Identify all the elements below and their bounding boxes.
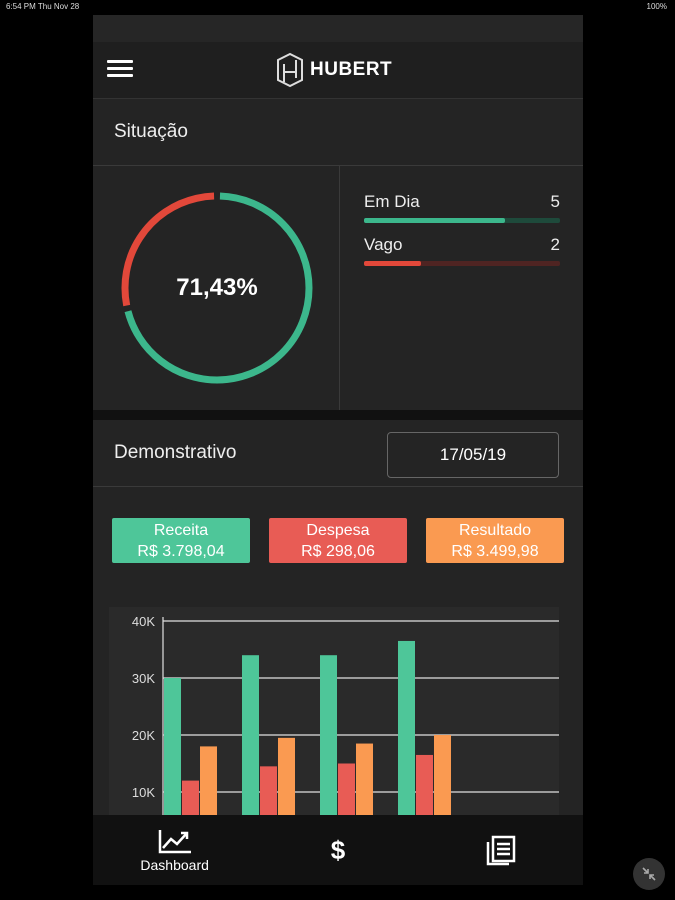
bar [398,640,415,827]
bar [416,754,433,827]
stat-em-dia-bar [364,218,560,223]
ring-em-dia-arc [121,192,313,384]
brand-name: HUBERT [310,59,393,80]
card-gap [93,410,583,420]
stat-em-dia: Em Dia 5 [364,192,560,223]
trending-up-icon [158,830,191,854]
y-tick-label: 40K [132,614,155,629]
bar [164,678,181,827]
despesa-value: R$ 298,06 [301,543,375,560]
tab-bar: Dashboard $ [93,815,583,885]
situacao-title: Situação [114,121,188,142]
bar [338,763,355,827]
resultado-pill: Resultado R$ 3.499,98 [426,518,564,563]
hubert-logo-icon [277,52,303,88]
bar [356,743,373,827]
status-time-date: 6:54 PM Thu Nov 28 [6,2,80,11]
despesa-label: Despesa [306,522,370,539]
collapse-button[interactable] [633,858,665,890]
despesa-pill: Despesa R$ 298,06 [269,518,407,563]
demonstrativo-header: Demonstrativo 17/05/19 [93,420,583,487]
dollar-icon: $ [330,834,346,865]
stat-vago-value: 2 [550,235,560,254]
stat-em-dia-value: 5 [550,192,560,211]
stat-vago-bar [364,261,560,266]
situacao-card: Situação 71,43% Em Dia 5 Vago 2 [93,99,583,410]
situacao-divider [339,166,340,410]
tab-documentos[interactable] [420,815,583,885]
app-window: HUBERT Situação 71,43% Em Dia 5 Va [93,15,583,885]
y-tick-label: 10K [132,785,155,800]
app-top-strip [93,15,583,42]
bar-chart: 10K 20K 30K 40K [109,607,559,827]
app-header: HUBERT [93,42,583,99]
resultado-value: R$ 3.499,98 [451,543,539,560]
stat-vago-label: Vago [364,235,403,254]
demonstrativo-body: Receita R$ 3.798,04 Despesa R$ 298,06 Re… [93,487,583,827]
demonstrativo-card: Demonstrativo 17/05/19 Receita R$ 3.798,… [93,420,583,827]
ring-vago-arc [121,192,313,384]
bar [320,655,337,827]
situacao-body: 71,43% Em Dia 5 Vago 2 [93,166,583,410]
tab-dashboard-label: Dashboard [140,857,209,873]
receita-pill: Receita R$ 3.798,04 [112,518,250,563]
status-bar: 6:54 PM Thu Nov 28 100% [0,0,675,14]
resultado-label: Resultado [458,522,532,539]
y-tick-label: 30K [132,671,155,686]
arrows-collapse-icon [642,867,656,881]
bar [242,655,259,827]
tab-financeiro[interactable]: $ [256,815,419,885]
bar [200,746,217,827]
bar [434,735,451,827]
bar [278,737,295,827]
stat-em-dia-label: Em Dia [364,192,420,211]
situacao-header: Situação [93,99,583,166]
document-list-icon [487,835,516,866]
tab-dashboard[interactable]: Dashboard [93,815,256,885]
menu-icon[interactable] [107,60,133,80]
progress-ring [121,192,313,384]
bar [260,766,277,827]
stat-vago: Vago 2 [364,235,560,266]
receita-label: Receita [153,522,209,539]
receita-value: R$ 3.798,04 [137,543,225,560]
date-picker-button[interactable]: 17/05/19 [387,432,559,478]
brand-logo: HUBERT [274,52,392,88]
demonstrativo-title: Demonstrativo [114,442,237,463]
percent-label: 71,43% [176,274,258,301]
y-tick-label: 20K [132,728,155,743]
status-battery: 100% [646,2,667,11]
